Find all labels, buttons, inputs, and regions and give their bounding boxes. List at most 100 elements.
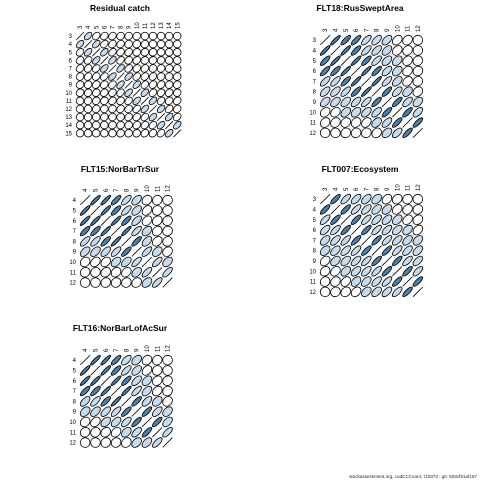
correlation-ellipse [131,267,142,278]
correlation-ellipse [319,214,331,225]
row-label: 8 [73,239,77,245]
correlation-ellipse [100,31,109,41]
correlation-ellipse [350,255,362,267]
correlation-ellipse [162,225,173,237]
correlation-ellipse [392,224,403,236]
correlation-ellipse [412,276,424,287]
correlation-ellipse [140,56,150,65]
correlation-ellipse [392,45,403,56]
correlation-ellipse [319,255,331,267]
correlation-ellipse [412,34,424,46]
correlation-ellipse [392,127,403,139]
diagonal-mark [100,375,111,386]
correlation-ellipse [340,193,351,205]
correlation-ellipse [141,406,153,417]
correlation-ellipse [350,266,362,277]
correlation-ellipse [141,354,153,366]
correlation-ellipse [412,235,424,246]
correlation-ellipse [140,104,150,114]
correlation-ellipse [148,80,158,89]
correlation-ellipse [361,86,372,97]
correlation-ellipse [92,129,101,138]
panel-5: FLT16:NorBarLofAcSur44556677889910101111… [69,323,173,448]
correlation-ellipse [79,246,91,257]
correlation-ellipse [156,72,166,81]
correlation-ellipse [392,96,403,108]
correlation-ellipse [100,72,109,81]
correlation-ellipse [361,224,372,236]
correlation-ellipse [173,120,182,130]
correlation-ellipse [371,127,382,139]
correlation-ellipse [108,72,117,81]
correlation-ellipse [330,55,341,66]
correlation-ellipse [402,96,413,108]
correlation-ellipse [141,267,153,278]
correlation-ellipse [330,245,341,256]
correlation-ellipse [402,86,413,97]
correlation-ellipse [100,256,111,268]
correlation-ellipse [141,365,153,376]
correlation-ellipse [83,96,93,106]
correlation-ellipse [381,45,393,56]
correlation-ellipse [90,194,101,206]
correlation-ellipse [402,214,413,225]
correlation-ellipse [319,107,331,118]
correlation-ellipse [148,88,158,97]
correlation-ellipse [402,127,413,139]
correlation-ellipse [164,56,174,65]
diagonal-mark [371,245,382,256]
column-label: 10 [395,184,401,191]
correlation-ellipse [173,64,182,73]
diagonal-mark [162,437,173,448]
column-label: 9 [135,348,141,352]
correlation-ellipse [330,286,341,298]
correlation-ellipse [110,194,122,206]
correlation-ellipse [140,31,150,41]
correlation-ellipse [156,104,166,114]
correlation-ellipse [350,107,362,118]
correlation-ellipse [75,80,85,89]
correlation-ellipse [100,194,111,206]
correlation-ellipse [402,76,413,87]
correlation-ellipse [148,56,158,65]
correlation-ellipse [173,72,182,81]
correlation-ellipse [121,205,132,216]
correlation-ellipse [173,96,182,106]
correlation-ellipse [350,235,362,246]
correlation-ellipse [110,375,122,386]
correlation-ellipse [141,437,153,448]
correlation-ellipse [412,45,424,56]
column-label: 12 [416,184,422,191]
diagonal-mark [152,427,163,438]
correlation-ellipse [412,86,424,97]
correlation-ellipse [162,246,173,257]
correlation-ellipse [319,245,331,256]
correlation-ellipse [79,416,91,428]
correlation-ellipse [412,224,424,236]
diagonal-mark [141,256,153,268]
row-label: 14 [65,123,72,129]
correlation-ellipse [350,127,362,139]
row-label: 12 [69,281,76,287]
column-label: 6 [354,187,360,191]
correlation-ellipse [83,88,93,97]
correlation-ellipse [100,277,111,288]
correlation-ellipse [83,31,93,41]
row-label: 9 [313,259,317,265]
panel-title: Residual catch [90,3,150,13]
row-label: 12 [69,441,76,447]
correlation-ellipse [381,224,393,236]
column-label: 11 [155,185,161,192]
correlation-ellipse [75,48,85,57]
correlation-ellipse [121,427,132,438]
row-label: 11 [66,99,73,105]
correlation-ellipse [121,416,132,428]
row-label: 7 [73,389,77,395]
diagonal-mark [152,267,163,278]
correlation-ellipse [164,72,174,81]
correlation-ellipse [152,385,163,397]
correlation-ellipse [164,104,174,114]
correlation-ellipse [75,64,85,73]
correlation-ellipse [319,266,331,277]
correlation-ellipse [108,96,117,106]
